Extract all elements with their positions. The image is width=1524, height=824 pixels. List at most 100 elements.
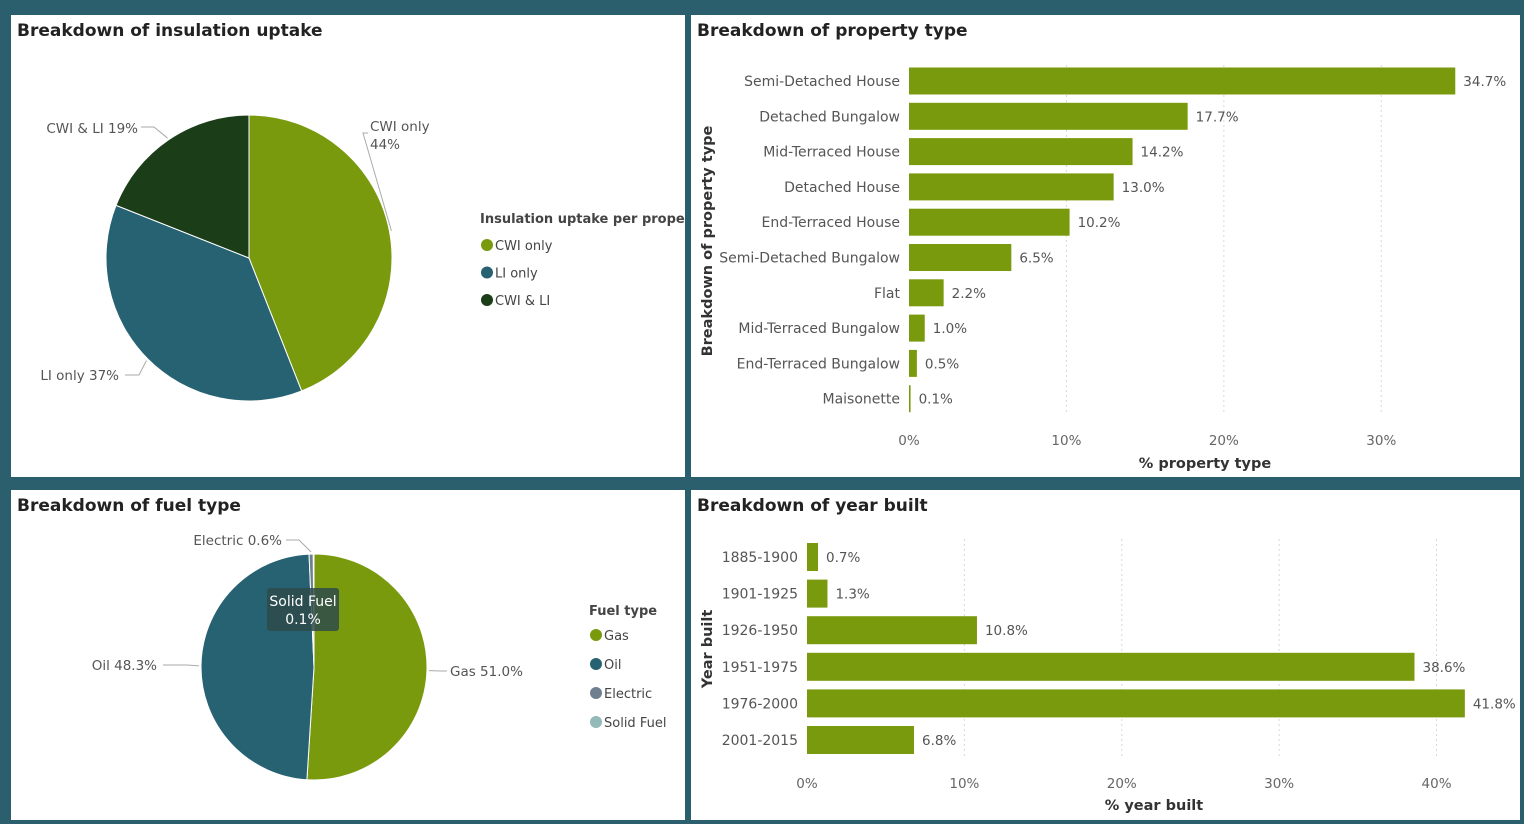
x-tick-label: 20%	[1107, 776, 1137, 792]
bar-semi-detached-bungalow	[909, 244, 1012, 271]
legend-marker-solid-fuel	[590, 716, 602, 728]
x-tick-label: 40%	[1422, 776, 1452, 792]
tooltip-value: 0.1%	[285, 612, 321, 628]
x-tick-label: 0%	[898, 433, 920, 449]
pie-slice-solid-fuel	[312, 553, 315, 668]
legend-label-solid-fuel: Solid Fuel	[604, 716, 666, 731]
pie-leader-line	[163, 664, 200, 667]
data-label: 0.7%	[826, 550, 860, 566]
fuel-pie-chart: Gas 51.0% Oil 48.3% Electric 0.6% Fuel type…	[92, 533, 666, 781]
category-label: Mid-Terraced House	[763, 145, 900, 161]
year-panel: Breakdown of year built 0% 10% 20% 30% 40% 18…	[691, 490, 1520, 820]
pie-label-cwi-only: CWI only	[370, 119, 430, 135]
x-tick-label: 0%	[796, 776, 818, 792]
data-label: 41.8%	[1473, 696, 1516, 712]
bar-semi-detached-house	[909, 67, 1456, 95]
bar-mid-terraced-house	[909, 138, 1133, 166]
pie-slice-oil	[200, 553, 315, 781]
pie-leader-line	[286, 539, 312, 553]
bar-2001-2015	[807, 726, 915, 754]
bar-flat	[909, 279, 944, 307]
bar-end-terraced-bungalow	[909, 349, 917, 377]
pie-slice-cwi-and-li	[115, 114, 250, 259]
legend-title: Fuel type	[589, 604, 657, 619]
legend-title: Insulation uptake per property	[480, 212, 685, 227]
category-label: 2001-2015	[722, 733, 798, 749]
data-label: 10.8%	[985, 623, 1028, 639]
data-label: 14.2%	[1141, 145, 1184, 161]
legend-label-cwi-and-li: CWI & LI	[495, 294, 550, 309]
category-label: Semi-Detached House	[744, 74, 900, 90]
y-axis-title: Year built	[700, 610, 716, 690]
legend-marker-li-only	[481, 266, 493, 279]
category-label: End-Terraced Bungalow	[737, 356, 900, 372]
pie-slice-li-only	[105, 204, 303, 402]
x-tick-label: 10%	[949, 776, 979, 792]
data-label: 10.2%	[1078, 215, 1121, 231]
property-bar-chart: 0% 10% 20% 30% Semi-Detached House 34.7% Detac…	[700, 65, 1506, 472]
category-label: 1926-1950	[722, 623, 798, 639]
bar-1951-1975	[807, 652, 1415, 681]
category-label: 1976-2000	[722, 696, 798, 712]
bar-maisonette	[909, 385, 911, 413]
pie-leader-line	[141, 126, 168, 139]
x-tick-label: 30%	[1366, 433, 1396, 449]
bar-1926-1950	[807, 616, 977, 645]
category-label: Detached Bungalow	[759, 109, 900, 125]
pie-leader-line	[125, 360, 147, 376]
data-label: 6.8%	[922, 733, 956, 749]
data-label: 13.0%	[1122, 180, 1165, 196]
bar-mid-terraced-bungalow	[909, 314, 925, 342]
y-axis-title: Breakdown of property type	[700, 125, 716, 356]
legend-label-li-only: LI only	[495, 267, 538, 282]
legend-label-gas: Gas	[604, 629, 629, 644]
insulation-pie-chart: CWI only 44% LI only 37% CWI & LI 19% Insula…	[40, 114, 685, 402]
legend-marker-cwi-only	[481, 239, 493, 251]
data-label: 17.7%	[1196, 109, 1239, 125]
pie-label-electric: Electric 0.6%	[193, 533, 282, 549]
bar-1885-1900	[807, 543, 819, 571]
category-label: Mid-Terraced Bungalow	[738, 321, 900, 337]
data-label: 6.5%	[1019, 251, 1053, 267]
bar-1976-2000	[807, 689, 1465, 718]
data-label: 0.5%	[925, 356, 959, 372]
legend-label-oil: Oil	[604, 658, 621, 673]
legend-marker-oil	[590, 658, 602, 670]
property-panel: Breakdown of property type 0% 10% 20% 30% Se…	[691, 15, 1520, 477]
pie-label-cwi-and-li: CWI & LI 19%	[46, 121, 138, 137]
legend-marker-gas	[590, 629, 602, 641]
legend-marker-electric	[590, 687, 602, 699]
property-panel-title: Breakdown of property type	[697, 21, 968, 41]
category-label: Flat	[874, 286, 901, 302]
data-label: 2.2%	[952, 286, 986, 302]
legend-label-electric: Electric	[604, 687, 652, 702]
bar-detached-house	[909, 173, 1114, 201]
x-axis-title: % year built	[1105, 798, 1203, 814]
tooltip-label: Solid Fuel	[269, 594, 336, 610]
fuel-panel: Breakdown of fuel type Gas 51.0% Oil 48.3…	[11, 490, 685, 820]
pie-leader-line	[362, 132, 392, 231]
tooltip-box	[267, 588, 339, 631]
category-label: End-Terraced House	[761, 215, 900, 231]
pie-slice-cwi-only	[248, 114, 393, 392]
pie-label-li-only: LI only 37%	[40, 368, 119, 384]
category-label: 1885-1900	[722, 550, 798, 566]
data-label: 1.3%	[835, 587, 869, 603]
data-label: 34.7%	[1463, 74, 1506, 90]
pie-label-value-cwi-only: 44%	[370, 137, 400, 153]
bar-end-terraced-house	[909, 208, 1070, 236]
bar-detached-bungalow	[909, 102, 1188, 130]
fuel-panel-title: Breakdown of fuel type	[17, 496, 241, 516]
pie-label-gas: Gas 51.0%	[450, 664, 523, 680]
data-label: 38.6%	[1422, 660, 1465, 676]
data-label: 0.1%	[919, 392, 953, 408]
x-tick-label: 10%	[1051, 433, 1081, 449]
insulation-panel: Breakdown of insulation uptake CWI only 4…	[11, 15, 685, 477]
x-tick-label: 20%	[1209, 433, 1239, 449]
category-label: Detached House	[784, 180, 900, 196]
year-bar-chart: 0% 10% 20% 30% 40% 1885-1900 0.7% 1901-1925 1.3%…	[700, 539, 1516, 814]
category-label: Maisonette	[823, 392, 901, 408]
data-label: 1.0%	[933, 321, 967, 337]
legend-marker-cwi-and-li	[481, 294, 493, 306]
category-label: Semi-Detached Bungalow	[719, 251, 900, 267]
